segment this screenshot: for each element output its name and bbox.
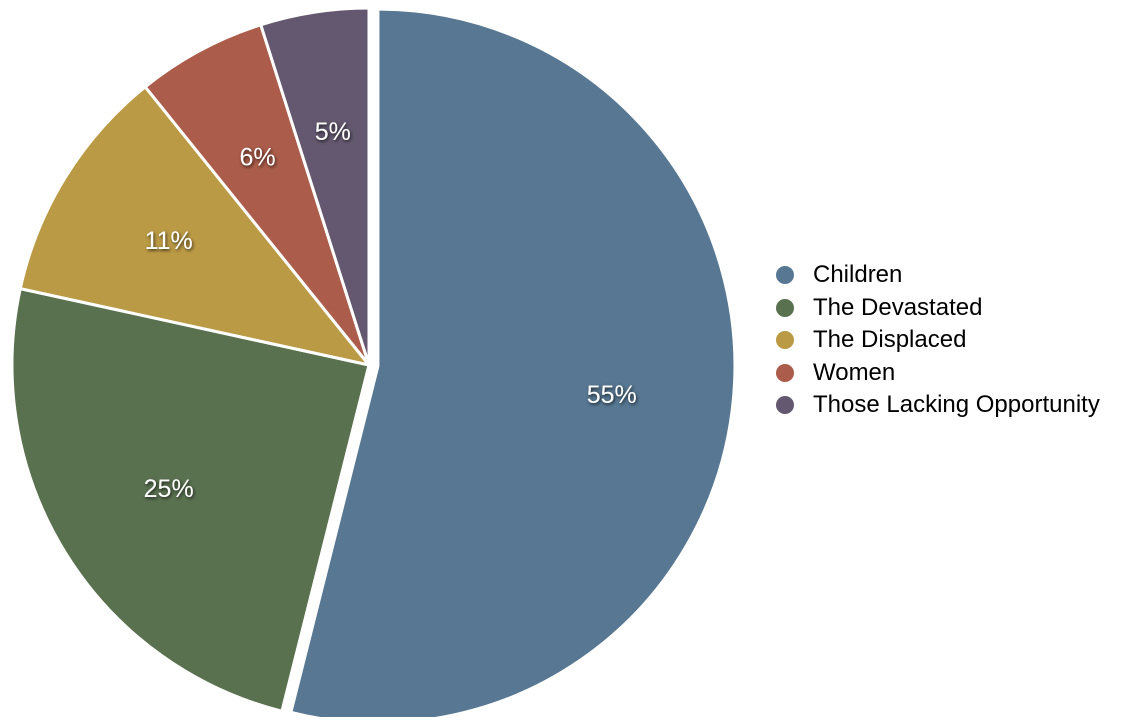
legend-item-children: Children (776, 259, 1140, 292)
slice-label-children: 55% (587, 381, 637, 409)
legend-swatch (776, 396, 794, 415)
slice-label-the-displaced: 11% (145, 227, 193, 255)
legend-label: The Devastated (813, 293, 983, 321)
legend-swatch (776, 363, 794, 382)
legend-swatch (776, 298, 794, 317)
slice-label-those-lacking-opportunity: 5% (315, 118, 351, 146)
legend-item-the-displaced: The Displaced (776, 324, 1140, 357)
legend-swatch (776, 266, 794, 285)
legend-item-the-devastated: The Devastated (776, 292, 1140, 325)
legend: Children The Devastated The Displaced Women… (776, 259, 1140, 422)
legend-label: Women (813, 358, 896, 386)
legend-swatch (776, 331, 794, 350)
slice-label-women: 6% (239, 143, 275, 171)
slice-label-the-devastated: 25% (144, 475, 194, 503)
legend-label: Children (813, 261, 903, 289)
pie-slice-the-displaced (18, 85, 371, 367)
legend-item-women: Women (776, 357, 1140, 390)
pie-slices (10, 6, 737, 722)
pie-slice-the-devastated (10, 287, 371, 713)
legend-label: The Displaced (813, 326, 967, 354)
pie-slice-children (289, 7, 737, 722)
legend-label: Those Lacking Opportunity (813, 391, 1100, 419)
pie-slice-women (143, 23, 371, 367)
legend-item-those-lacking-opportunity: Those Lacking Opportunity (776, 389, 1140, 422)
pie-slice-labels: 55% 25% 11% 6% 5% (144, 118, 637, 503)
pie-slice-those-lacking-opportunity (259, 6, 371, 367)
